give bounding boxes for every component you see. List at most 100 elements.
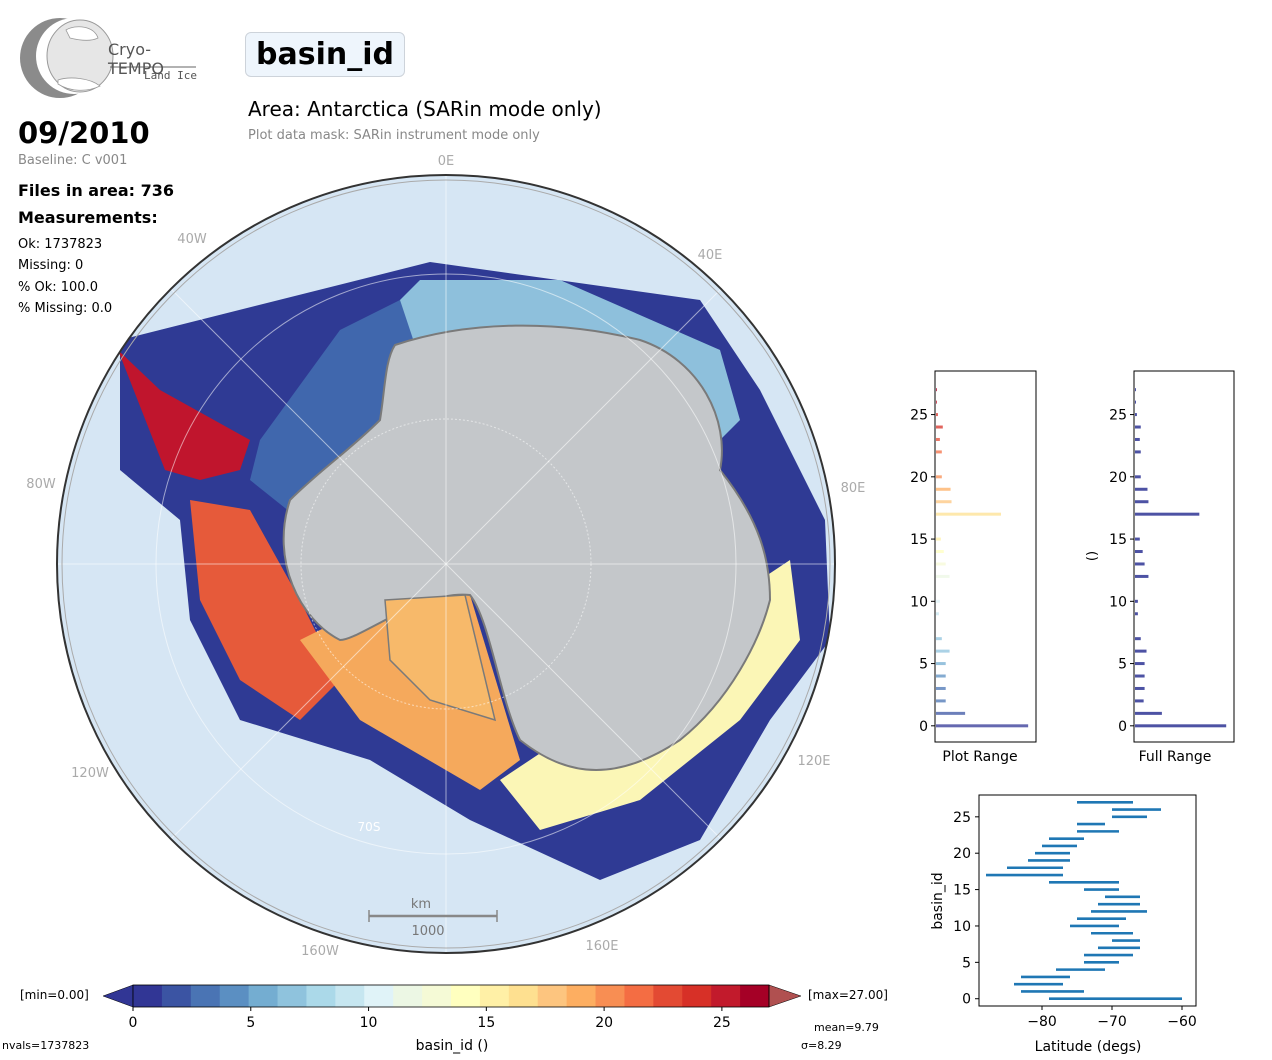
latitude-ytick-label: 0 bbox=[962, 992, 971, 1008]
colorbar-cell bbox=[711, 985, 741, 1007]
hist-bar bbox=[1135, 500, 1149, 504]
graticule bbox=[57, 175, 835, 953]
hist-bar bbox=[1135, 686, 1145, 690]
hist-bar bbox=[1135, 711, 1162, 715]
hist-bar bbox=[936, 475, 942, 479]
colorbar-max-arrow bbox=[768, 984, 802, 1008]
hist-bar bbox=[1135, 550, 1143, 554]
antarctica-map: 0E 40E 80E 120E 160E 160W 120W 80W 40W 7… bbox=[26, 154, 866, 959]
lon-label: 120W bbox=[71, 766, 109, 781]
hist-bar bbox=[1135, 512, 1200, 516]
hist-ytick-label: 0 bbox=[1118, 719, 1127, 735]
colorbar-cell bbox=[248, 985, 279, 1007]
hist-ytick-label: 25 bbox=[910, 408, 928, 424]
lon-label: 40W bbox=[177, 232, 207, 247]
hist-bar bbox=[936, 686, 946, 690]
hist-ytick-label: 5 bbox=[1118, 657, 1127, 673]
mean-label: mean=9.79 bbox=[814, 1021, 879, 1034]
latitude-ylabel: basin_id bbox=[930, 872, 946, 929]
colorbar-cell bbox=[219, 985, 250, 1007]
hist-full-ylabel: () bbox=[1085, 551, 1100, 561]
hist-bar bbox=[1135, 699, 1144, 703]
hist-ytick-label: 20 bbox=[910, 470, 928, 486]
hist-bar bbox=[936, 537, 941, 541]
colorbar-cell bbox=[479, 985, 510, 1007]
hist-bar bbox=[1135, 562, 1145, 566]
hist-bar bbox=[936, 413, 938, 417]
colorbar-cell bbox=[277, 985, 307, 1007]
hist-bar bbox=[936, 612, 939, 616]
hist-bar bbox=[1135, 599, 1138, 603]
lon-label: 160E bbox=[585, 939, 618, 954]
hist-ytick-label: 20 bbox=[1109, 470, 1127, 486]
hist-plot-yticks: 0 5 10 15 20 25 bbox=[910, 408, 935, 735]
colorbar-cell bbox=[364, 985, 394, 1007]
colorbar-cell bbox=[595, 985, 625, 1007]
colorbar: [min=0.00] [max=27.00] 0 5 10 15 20 25 basin_… bbox=[2, 984, 888, 1054]
sigma-label: σ=8.29 bbox=[801, 1039, 842, 1052]
latitude-xlabel: Latitude (degs) bbox=[1035, 1039, 1142, 1055]
hist-bar bbox=[1135, 487, 1148, 491]
logo-brand: Cryo-TEMPO bbox=[108, 40, 164, 78]
hist-bar bbox=[1135, 400, 1136, 404]
latitude-ytick-label: 10 bbox=[953, 919, 971, 935]
colorbar-tick-label: 10 bbox=[360, 1015, 378, 1031]
hist-bar bbox=[1135, 724, 1227, 728]
hist-bar bbox=[936, 500, 952, 504]
hist-bar bbox=[936, 674, 946, 678]
hist-bar bbox=[936, 599, 940, 603]
ross-ice-shelf bbox=[384, 594, 497, 722]
colorbar-cell bbox=[422, 985, 452, 1007]
map-frame bbox=[56, 174, 836, 954]
pct-ok: % Ok: 100.0 bbox=[18, 280, 98, 295]
lon-label: 0E bbox=[438, 154, 455, 169]
hist-ytick-label: 25 bbox=[1109, 408, 1127, 424]
logo-product: Land Ice bbox=[144, 69, 197, 82]
hist-full-yticks: 0 5 10 15 20 25 bbox=[1109, 408, 1134, 735]
hist-bar bbox=[936, 450, 942, 454]
lon-label: 160W bbox=[301, 944, 339, 959]
hist-bar bbox=[1135, 388, 1136, 392]
files-count: Files in area: 736 bbox=[18, 181, 174, 200]
hist-plot-bars bbox=[936, 388, 1029, 728]
parameter-title: basin_id bbox=[245, 32, 405, 77]
lon-label: 40E bbox=[698, 248, 723, 263]
pct-missing: % Missing: 0.0 bbox=[18, 301, 113, 316]
hist-bar bbox=[1135, 662, 1145, 666]
hist-bar bbox=[1135, 637, 1141, 641]
lon-label: 80E bbox=[841, 481, 866, 496]
hist-ytick-label: 15 bbox=[1109, 532, 1127, 548]
hist-bar bbox=[936, 649, 950, 653]
hist-bar bbox=[936, 724, 1029, 728]
colorbar-max: [max=27.00] bbox=[808, 988, 888, 1002]
latitude-xticks: −80 −70 −60 bbox=[1027, 1006, 1197, 1030]
ok-count: Ok: 1737823 bbox=[18, 237, 103, 252]
svg-text:km: km bbox=[411, 897, 431, 912]
hist-bar bbox=[936, 388, 937, 392]
hist-bar bbox=[1135, 450, 1141, 454]
colorbar-cell bbox=[306, 985, 336, 1007]
colorbar-outline bbox=[132, 984, 770, 1008]
colorbar-cell bbox=[624, 985, 654, 1007]
baseline-label: Baseline: C v001 bbox=[18, 153, 128, 168]
nvals-label: nvals=1737823 bbox=[2, 1039, 89, 1052]
colorbar-min: [min=0.00] bbox=[20, 988, 89, 1002]
colorbar-cell bbox=[653, 985, 683, 1007]
track-peninsula bbox=[118, 350, 250, 480]
colorbar-tick-label: 25 bbox=[713, 1015, 731, 1031]
hist-bar bbox=[936, 562, 946, 566]
latitude-xtick-label: −70 bbox=[1097, 1014, 1127, 1030]
hist-bar bbox=[936, 487, 951, 491]
latitude-ranges bbox=[986, 800, 1182, 1001]
hist-bar bbox=[1135, 574, 1149, 578]
hist-bar bbox=[1135, 425, 1141, 429]
colorbar-cell bbox=[133, 985, 163, 1007]
hist-bar bbox=[1135, 649, 1147, 653]
colorbar-cell bbox=[393, 985, 423, 1007]
colorbar-tick-label: 0 bbox=[129, 1015, 138, 1031]
hist-ytick-label: 10 bbox=[910, 594, 928, 610]
colorbar-tick-label: 15 bbox=[477, 1015, 495, 1031]
colorbar-ticks: 0 5 10 15 20 25 bbox=[129, 1007, 731, 1031]
latitude-chart: 0 5 10 15 20 25 −80 −70 −60 Latitude (degs) bas… bbox=[930, 794, 1197, 1055]
colorbar-cell bbox=[335, 985, 365, 1007]
